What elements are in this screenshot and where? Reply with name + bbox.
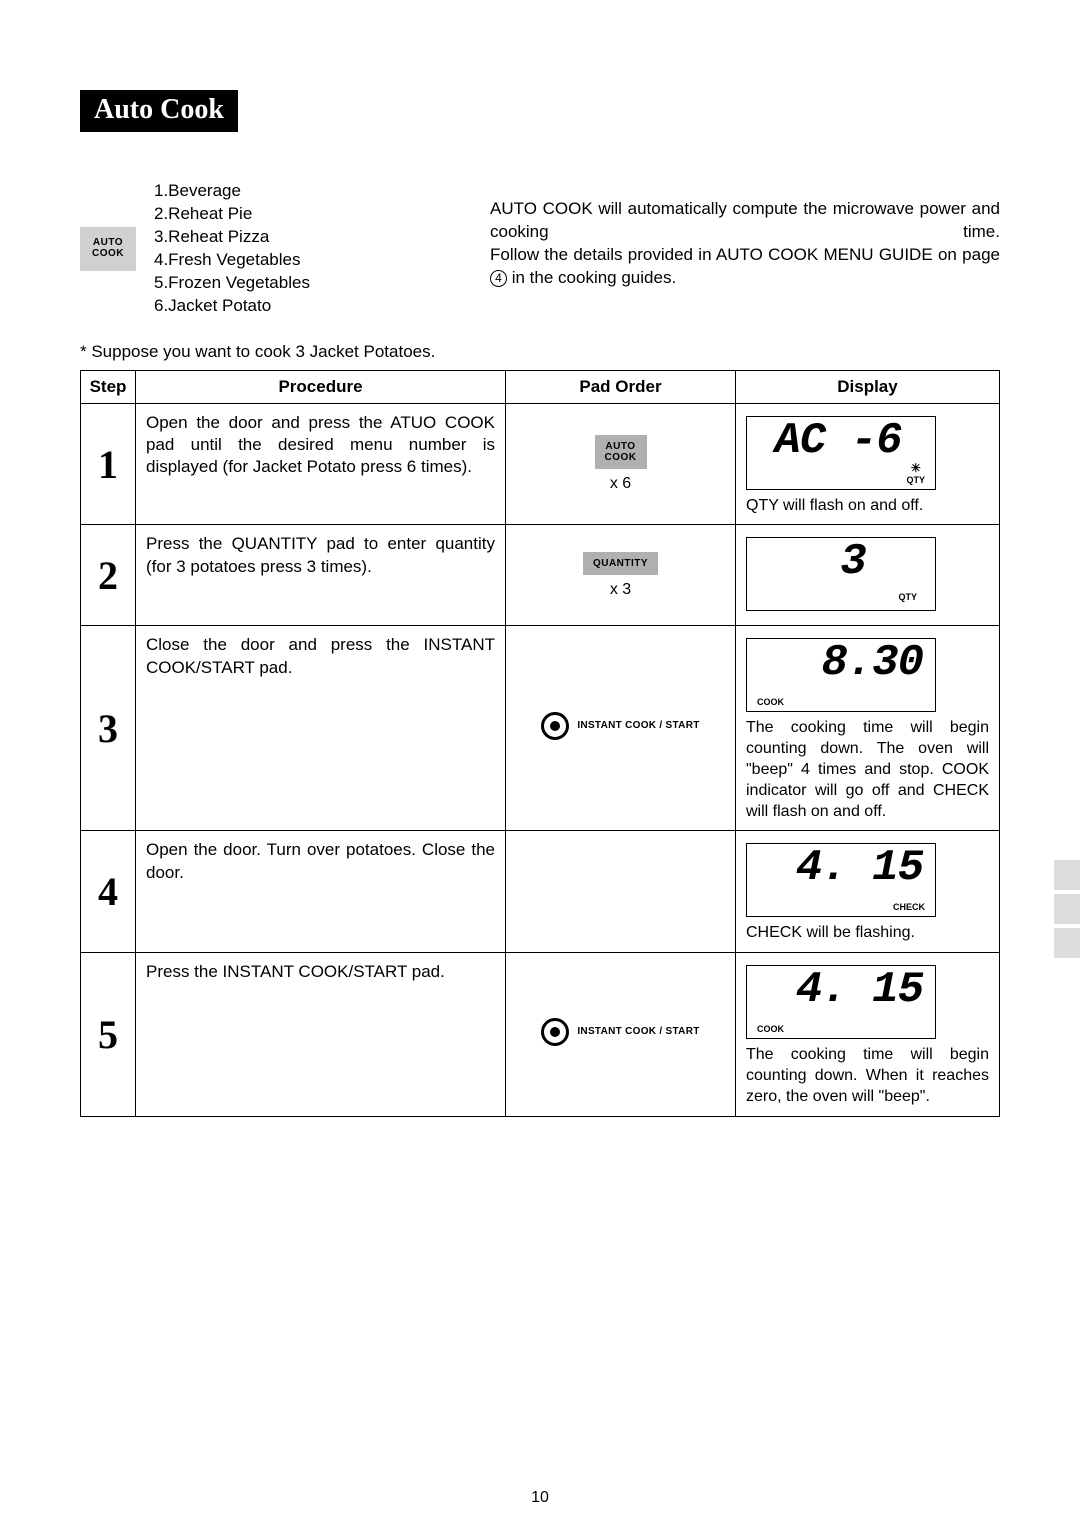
press-count: x 6	[516, 475, 725, 493]
lcd-indicator: CHECK	[893, 902, 925, 912]
auto-cook-icon: AUTO COOK	[80, 227, 136, 271]
page-number: 10	[0, 1489, 1080, 1507]
menu-item: 6.Jacket Potato	[154, 295, 310, 318]
menu-item: 1.Beverage	[154, 180, 310, 203]
lcd-value: 3	[753, 540, 929, 584]
pad-label: INSTANT COOK / START	[577, 1026, 699, 1037]
pad-line: QUANTITY	[593, 558, 648, 569]
auto-cook-menu: AUTO COOK 1.Beverage 2.Reheat Pie 3.Rehe…	[80, 180, 430, 318]
lcd-indicator: COOK	[757, 1024, 784, 1034]
circled-number-icon: 4	[490, 270, 507, 287]
quantity-pad-icon: QUANTITY	[583, 552, 658, 575]
col-header-step: Step	[81, 370, 136, 403]
col-header-display: Display	[736, 370, 1000, 403]
step-number: 3	[81, 626, 136, 831]
lcd-indicator: COOK	[757, 697, 784, 707]
tab-marker	[1054, 894, 1080, 924]
auto-cook-pad-icon: AUTO COOK	[595, 435, 647, 469]
intro-line: in the cooking guides.	[507, 268, 676, 287]
section-heading: Auto Cook	[80, 90, 238, 132]
steps-table: Step Procedure Pad Order Display 1 Open …	[80, 370, 1000, 1117]
lcd-display: AC -6 ☀ QTY	[746, 416, 936, 490]
step-number: 5	[81, 953, 136, 1116]
menu-item: 4.Fresh Vegetables	[154, 249, 310, 272]
pad-line: AUTO	[605, 441, 635, 452]
intro-line: AUTO COOK will automatically compute the…	[490, 199, 1000, 241]
instant-cook-start-pad-icon: INSTANT COOK / START	[541, 1018, 699, 1046]
knob-icon	[541, 712, 569, 740]
procedure-text: Open the door. Turn over potatoes. Close…	[146, 839, 495, 883]
lcd-display: 4. 15 COOK	[746, 965, 936, 1039]
col-header-procedure: Procedure	[136, 370, 506, 403]
procedure-text: Open the door and press the ATUO COOK pa…	[146, 412, 495, 478]
pad-line: COOK	[605, 452, 637, 463]
press-count: x 3	[516, 581, 725, 599]
table-row: 2 Press the QUANTITY pad to enter quanti…	[81, 525, 1000, 626]
instant-cook-start-pad-icon: INSTANT COOK / START	[541, 712, 699, 740]
intro-line: Follow the details provided in AUTO COOK…	[490, 245, 1000, 264]
lcd-display: 3 QTY	[746, 537, 936, 611]
col-header-pad-order: Pad Order	[506, 370, 736, 403]
knob-icon	[541, 1018, 569, 1046]
step-number: 4	[81, 831, 136, 953]
menu-list: 1.Beverage 2.Reheat Pie 3.Reheat Pizza 4…	[154, 180, 310, 318]
lcd-display: 8.30 COOK	[746, 638, 936, 712]
lcd-display: 4. 15 CHECK	[746, 843, 936, 917]
example-note: * Suppose you want to cook 3 Jacket Pota…	[80, 342, 1000, 362]
display-caption: CHECK will be flashing.	[746, 923, 989, 944]
tab-marker	[1054, 928, 1080, 958]
procedure-text: Press the QUANTITY pad to enter quantity…	[146, 533, 495, 577]
lcd-value: 4. 15	[753, 846, 929, 890]
procedure-text: Press the INSTANT COOK/START pad.	[146, 961, 495, 983]
badge-line-2: COOK	[92, 249, 124, 260]
step-number: 2	[81, 525, 136, 626]
display-caption: QTY will flash on and off.	[746, 496, 989, 517]
table-row: 1 Open the door and press the ATUO COOK …	[81, 403, 1000, 525]
intro-text: AUTO COOK will automatically compute the…	[490, 180, 1000, 318]
menu-item: 3.Reheat Pizza	[154, 226, 310, 249]
menu-item: 5.Frozen Vegetables	[154, 272, 310, 295]
table-row: 5 Press the INSTANT COOK/START pad. INST…	[81, 953, 1000, 1116]
lcd-value: 4. 15	[753, 968, 929, 1012]
display-caption: The cooking time will begin counting dow…	[746, 718, 989, 822]
display-caption: The cooking time will begin counting dow…	[746, 1045, 989, 1107]
side-tabs	[1054, 860, 1080, 962]
tab-marker	[1054, 860, 1080, 890]
pad-label: INSTANT COOK / START	[577, 720, 699, 731]
indicator-label: QTY	[906, 475, 925, 485]
table-row: 4 Open the door. Turn over potatoes. Clo…	[81, 831, 1000, 953]
procedure-text: Close the door and press the INSTANT COO…	[146, 634, 495, 678]
lcd-indicator: QTY	[898, 592, 917, 602]
lcd-value: 8.30	[753, 641, 929, 685]
lcd-indicator: ☀ QTY	[906, 461, 925, 485]
step-number: 1	[81, 403, 136, 525]
table-row: 3 Close the door and press the INSTANT C…	[81, 626, 1000, 831]
menu-item: 2.Reheat Pie	[154, 203, 310, 226]
lcd-value: AC -6	[753, 419, 929, 463]
